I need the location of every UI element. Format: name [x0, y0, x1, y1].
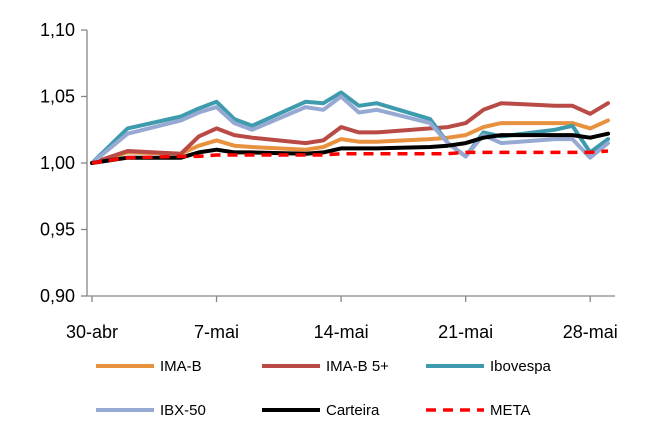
- legend-label: Ibovespa: [490, 358, 552, 375]
- series-line-ibovespa: [90, 90, 610, 165]
- series-line-carteira: [90, 131, 610, 165]
- legend-item-ima-b-5-: IMA-B 5+: [262, 358, 389, 375]
- y-tick-label: 1,10: [40, 20, 75, 40]
- series-line-ima-b: [90, 118, 610, 165]
- legend: IMA-B IMA-B 5+ Ibovespa IBX-50 Carteira META: [96, 358, 552, 419]
- x-tick-label: 14-mai: [314, 322, 369, 342]
- series-line-ibx-50: [90, 94, 610, 165]
- legend-item-ima-b: IMA-B: [96, 358, 202, 375]
- series-line-ima-b-5-: [90, 101, 610, 165]
- legend-item-ibx-50: IBX-50: [96, 402, 206, 419]
- x-tick-label: 30-abr: [66, 322, 118, 342]
- legend-label: META: [490, 402, 531, 419]
- legend-item-ibovespa: Ibovespa: [426, 358, 552, 375]
- legend-item-carteira: Carteira: [262, 402, 380, 419]
- legend-item-meta: META: [426, 402, 531, 419]
- y-tick-label: 0,95: [40, 220, 75, 240]
- y-tick-label: 0,90: [40, 286, 75, 306]
- plot-area: [90, 90, 610, 165]
- y-tick-label: 1,05: [40, 87, 75, 107]
- legend-label: IBX-50: [160, 402, 206, 419]
- x-tick-label: 21-mai: [438, 322, 493, 342]
- legend-label: Carteira: [326, 402, 380, 419]
- x-tick-label: 28-mai: [563, 322, 618, 342]
- legend-label: IMA-B: [160, 358, 202, 375]
- x-tick-label: 7-mai: [194, 322, 239, 342]
- series-line-meta: [91, 149, 609, 165]
- axes: 0,90 0,95 1,00 1,05 1,10 30-abr 7-mai 14-mai 21-…: [40, 20, 618, 342]
- legend-label: IMA-B 5+: [326, 358, 389, 375]
- y-tick-label: 1,00: [40, 153, 75, 173]
